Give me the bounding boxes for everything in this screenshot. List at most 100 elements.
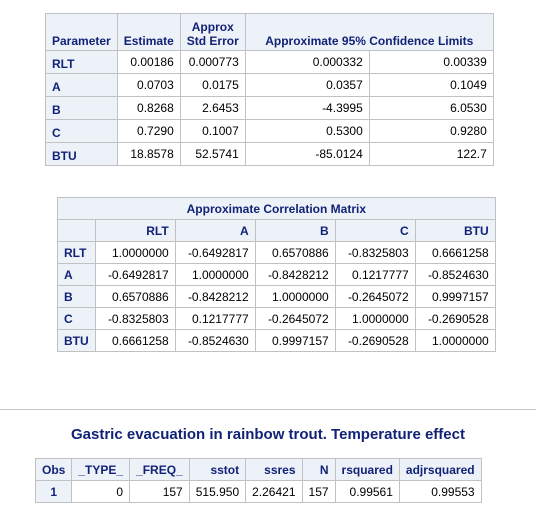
lower-limit-cell: -85.0124: [244, 142, 370, 166]
estimate-cell: 0.0703: [116, 73, 181, 97]
table-row: BTU 0.6661258 -0.8524630 0.9997157 -0.269052…: [57, 329, 496, 352]
stderr-cell: 0.1007: [179, 119, 246, 143]
row-header-rlt: RLT: [57, 241, 96, 264]
table-row: B 0.8268 2.6453 -4.3995 6.0530: [45, 96, 494, 120]
stderr-cell: 2.6453: [179, 96, 246, 120]
row-header-b: B: [45, 96, 118, 120]
correlation-cell: 0.1217777: [334, 263, 416, 286]
table-row: BTU 18.8578 52.5741 -85.0124 122.7: [45, 142, 494, 166]
table-row: C 0.7290 0.1007 0.5300 0.9280: [45, 119, 494, 143]
correlation-cell: 0.6661258: [414, 241, 496, 264]
upper-limit-cell: 122.7: [368, 142, 494, 166]
correlation-cell: -0.2690528: [414, 307, 496, 330]
col-header-confidence-limits: Approximate 95% Confidence Limits: [244, 13, 494, 51]
correlation-cell: -0.2645072: [334, 285, 416, 308]
table-row: B 0.6570886 -0.8428212 1.0000000 -0.2645072 0…: [57, 285, 496, 308]
col-header-b: B: [254, 219, 336, 242]
col-header-stderr: Approx Std Error: [179, 13, 246, 51]
col-header-rlt: RLT: [94, 219, 176, 242]
correlation-matrix-table: Approximate Correlation Matrix RLT A B C BTU…: [57, 197, 496, 352]
corner-cell: [57, 219, 96, 242]
obs-cell: 1: [34, 480, 73, 503]
correlation-matrix-caption: Approximate Correlation Matrix: [57, 197, 496, 220]
value-cell: 157: [301, 480, 336, 503]
correlation-cell: 1.0000000: [254, 285, 336, 308]
col-header-rsquared: rsquared: [334, 458, 400, 481]
correlation-cell: -0.6492817: [94, 263, 176, 286]
stderr-cell: 0.000773: [179, 50, 246, 74]
col-header-btu: BTU: [414, 219, 496, 242]
table-caption-row: Approximate Correlation Matrix: [57, 197, 496, 220]
col-header-a: A: [174, 219, 256, 242]
value-cell: 0: [71, 480, 131, 503]
col-header-ssres: ssres: [245, 458, 303, 481]
stderr-cell: 0.0175: [179, 73, 246, 97]
correlation-cell: -0.8325803: [334, 241, 416, 264]
lower-limit-cell: 0.000332: [244, 50, 370, 74]
table-header-row: Parameter Estimate Approx Std Error Appro…: [45, 13, 494, 51]
col-header-sstot: sstot: [188, 458, 247, 481]
correlation-cell: 0.6570886: [254, 241, 336, 264]
upper-limit-cell: 0.1049: [368, 73, 494, 97]
table-row: A 0.0703 0.0175 0.0357 0.1049: [45, 73, 494, 97]
row-header-rlt: RLT: [45, 50, 118, 74]
lower-limit-cell: -4.3995: [244, 96, 370, 120]
value-cell: 0.99553: [398, 480, 482, 503]
correlation-cell: 0.6661258: [94, 329, 176, 352]
col-header-n: N: [301, 458, 336, 481]
value-cell: 157: [129, 480, 190, 503]
correlation-cell: 1.0000000: [94, 241, 176, 264]
correlation-cell: -0.6492817: [174, 241, 256, 264]
estimate-cell: 0.8268: [116, 96, 181, 120]
col-header-stderr-top: Approx: [191, 20, 234, 34]
row-header-btu: BTU: [57, 329, 96, 352]
table-row: RLT 1.0000000 -0.6492817 0.6570886 -0.832580…: [57, 241, 496, 264]
table-row: A -0.6492817 1.0000000 -0.8428212 0.1217777-…: [57, 263, 496, 286]
stderr-cell: 52.5741: [179, 142, 246, 166]
value-cell: 0.99561: [334, 480, 400, 503]
correlation-cell: -0.2645072: [254, 307, 336, 330]
table-row: 1 0 157 515.950 2.26421 157 0.99561 0.99553: [34, 480, 482, 503]
correlation-cell: -0.8428212: [174, 285, 256, 308]
correlation-cell: -0.8524630: [174, 329, 256, 352]
table-header-row: RLT A B C BTU: [57, 219, 496, 242]
row-header-btu: BTU: [45, 142, 118, 166]
correlation-cell: 0.9997157: [414, 285, 496, 308]
correlation-cell: -0.2690528: [334, 329, 416, 352]
row-header-a: A: [45, 73, 118, 97]
parameter-estimates-table: Parameter Estimate Approx Std Error Appro…: [45, 13, 494, 166]
correlation-cell: 1.0000000: [414, 329, 496, 352]
correlation-cell: 1.0000000: [174, 263, 256, 286]
lower-limit-cell: 0.0357: [244, 73, 370, 97]
section-title: Gastric evacuation in rainbow trout. Tem…: [71, 426, 465, 443]
upper-limit-cell: 6.0530: [368, 96, 494, 120]
upper-limit-cell: 0.9280: [368, 119, 494, 143]
correlation-cell: 0.1217777: [174, 307, 256, 330]
col-header-type: _TYPE_: [71, 458, 131, 481]
correlation-cell: -0.8325803: [94, 307, 176, 330]
upper-limit-cell: 0.00339: [368, 50, 494, 74]
col-header-adjrsquared: adjrsquared: [398, 458, 482, 481]
col-header-stderr-bottom: Std Error: [186, 34, 239, 48]
correlation-cell: -0.8524630: [414, 263, 496, 286]
table-row: RLT 0.00186 0.000773 0.000332 0.00339: [45, 50, 494, 74]
estimate-cell: 0.00186: [116, 50, 181, 74]
correlation-cell: 1.0000000: [334, 307, 416, 330]
table-row: C -0.8325803 0.1217777 -0.2645072 1.0000000-…: [57, 307, 496, 330]
col-header-c: C: [334, 219, 416, 242]
lower-limit-cell: 0.5300: [244, 119, 370, 143]
col-header-parameter: Parameter: [45, 13, 118, 51]
section-divider: [0, 409, 536, 410]
col-header-obs: Obs: [34, 458, 73, 481]
row-header-a: A: [57, 263, 96, 286]
estimate-cell: 18.8578: [116, 142, 181, 166]
correlation-cell: 0.9997157: [254, 329, 336, 352]
row-header-c: C: [45, 119, 118, 143]
row-header-c: C: [57, 307, 96, 330]
estimate-cell: 0.7290: [116, 119, 181, 143]
value-cell: 2.26421: [245, 480, 303, 503]
col-header-estimate: Estimate: [116, 13, 181, 51]
row-header-b: B: [57, 285, 96, 308]
